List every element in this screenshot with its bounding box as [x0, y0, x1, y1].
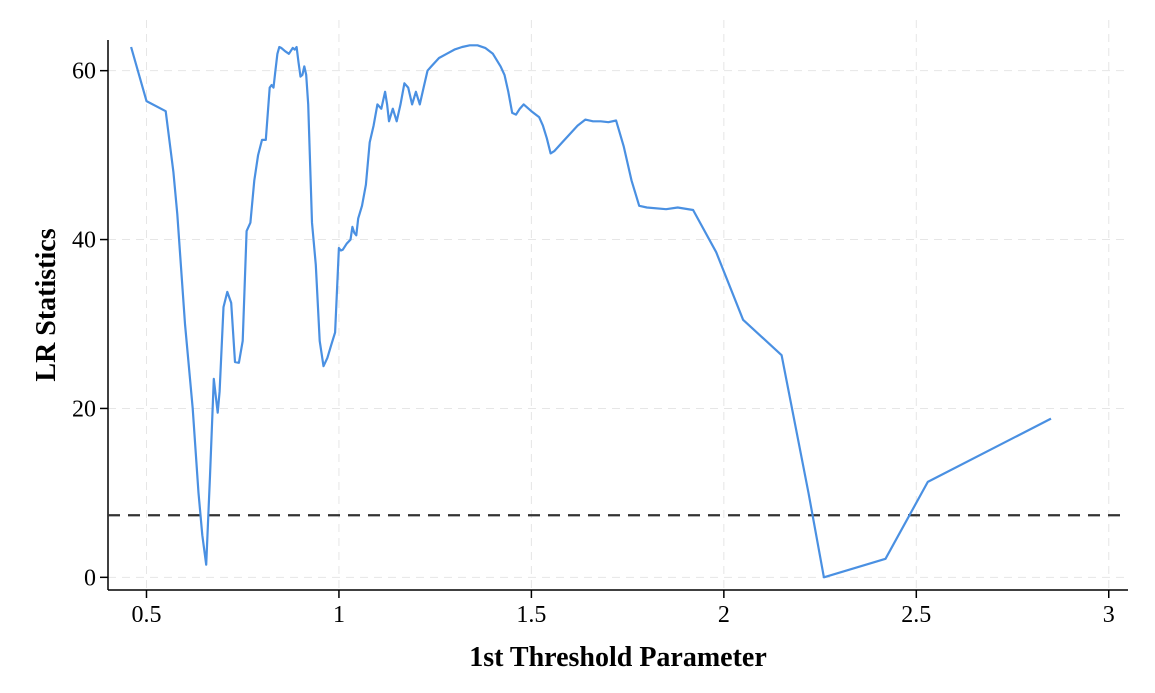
- series: [108, 44, 1128, 579]
- y-tick-label: 0: [84, 565, 96, 591]
- x-tick-label: 3: [1103, 602, 1115, 628]
- x-tick-label: 1: [333, 602, 345, 628]
- x-tick-label: 1.5: [516, 602, 546, 628]
- x-tick-label: 0.5: [131, 602, 161, 628]
- x-tick-label: 2.5: [901, 602, 931, 628]
- lr-statistic-series-line: [130, 44, 1052, 579]
- x-axis-title: 1st Threshold Parameter: [469, 642, 767, 673]
- y-axis-title: LR Statistics: [31, 228, 62, 381]
- y-tick-label: 20: [72, 396, 96, 422]
- y-tick-label: 60: [72, 59, 96, 85]
- axes: 0.5 1 1.5 2 2.5 3 0 20 40 60: [72, 40, 1128, 628]
- y-tick-label: 40: [72, 228, 96, 254]
- gridlines: [108, 20, 1128, 590]
- x-tick-label: 2: [718, 602, 730, 628]
